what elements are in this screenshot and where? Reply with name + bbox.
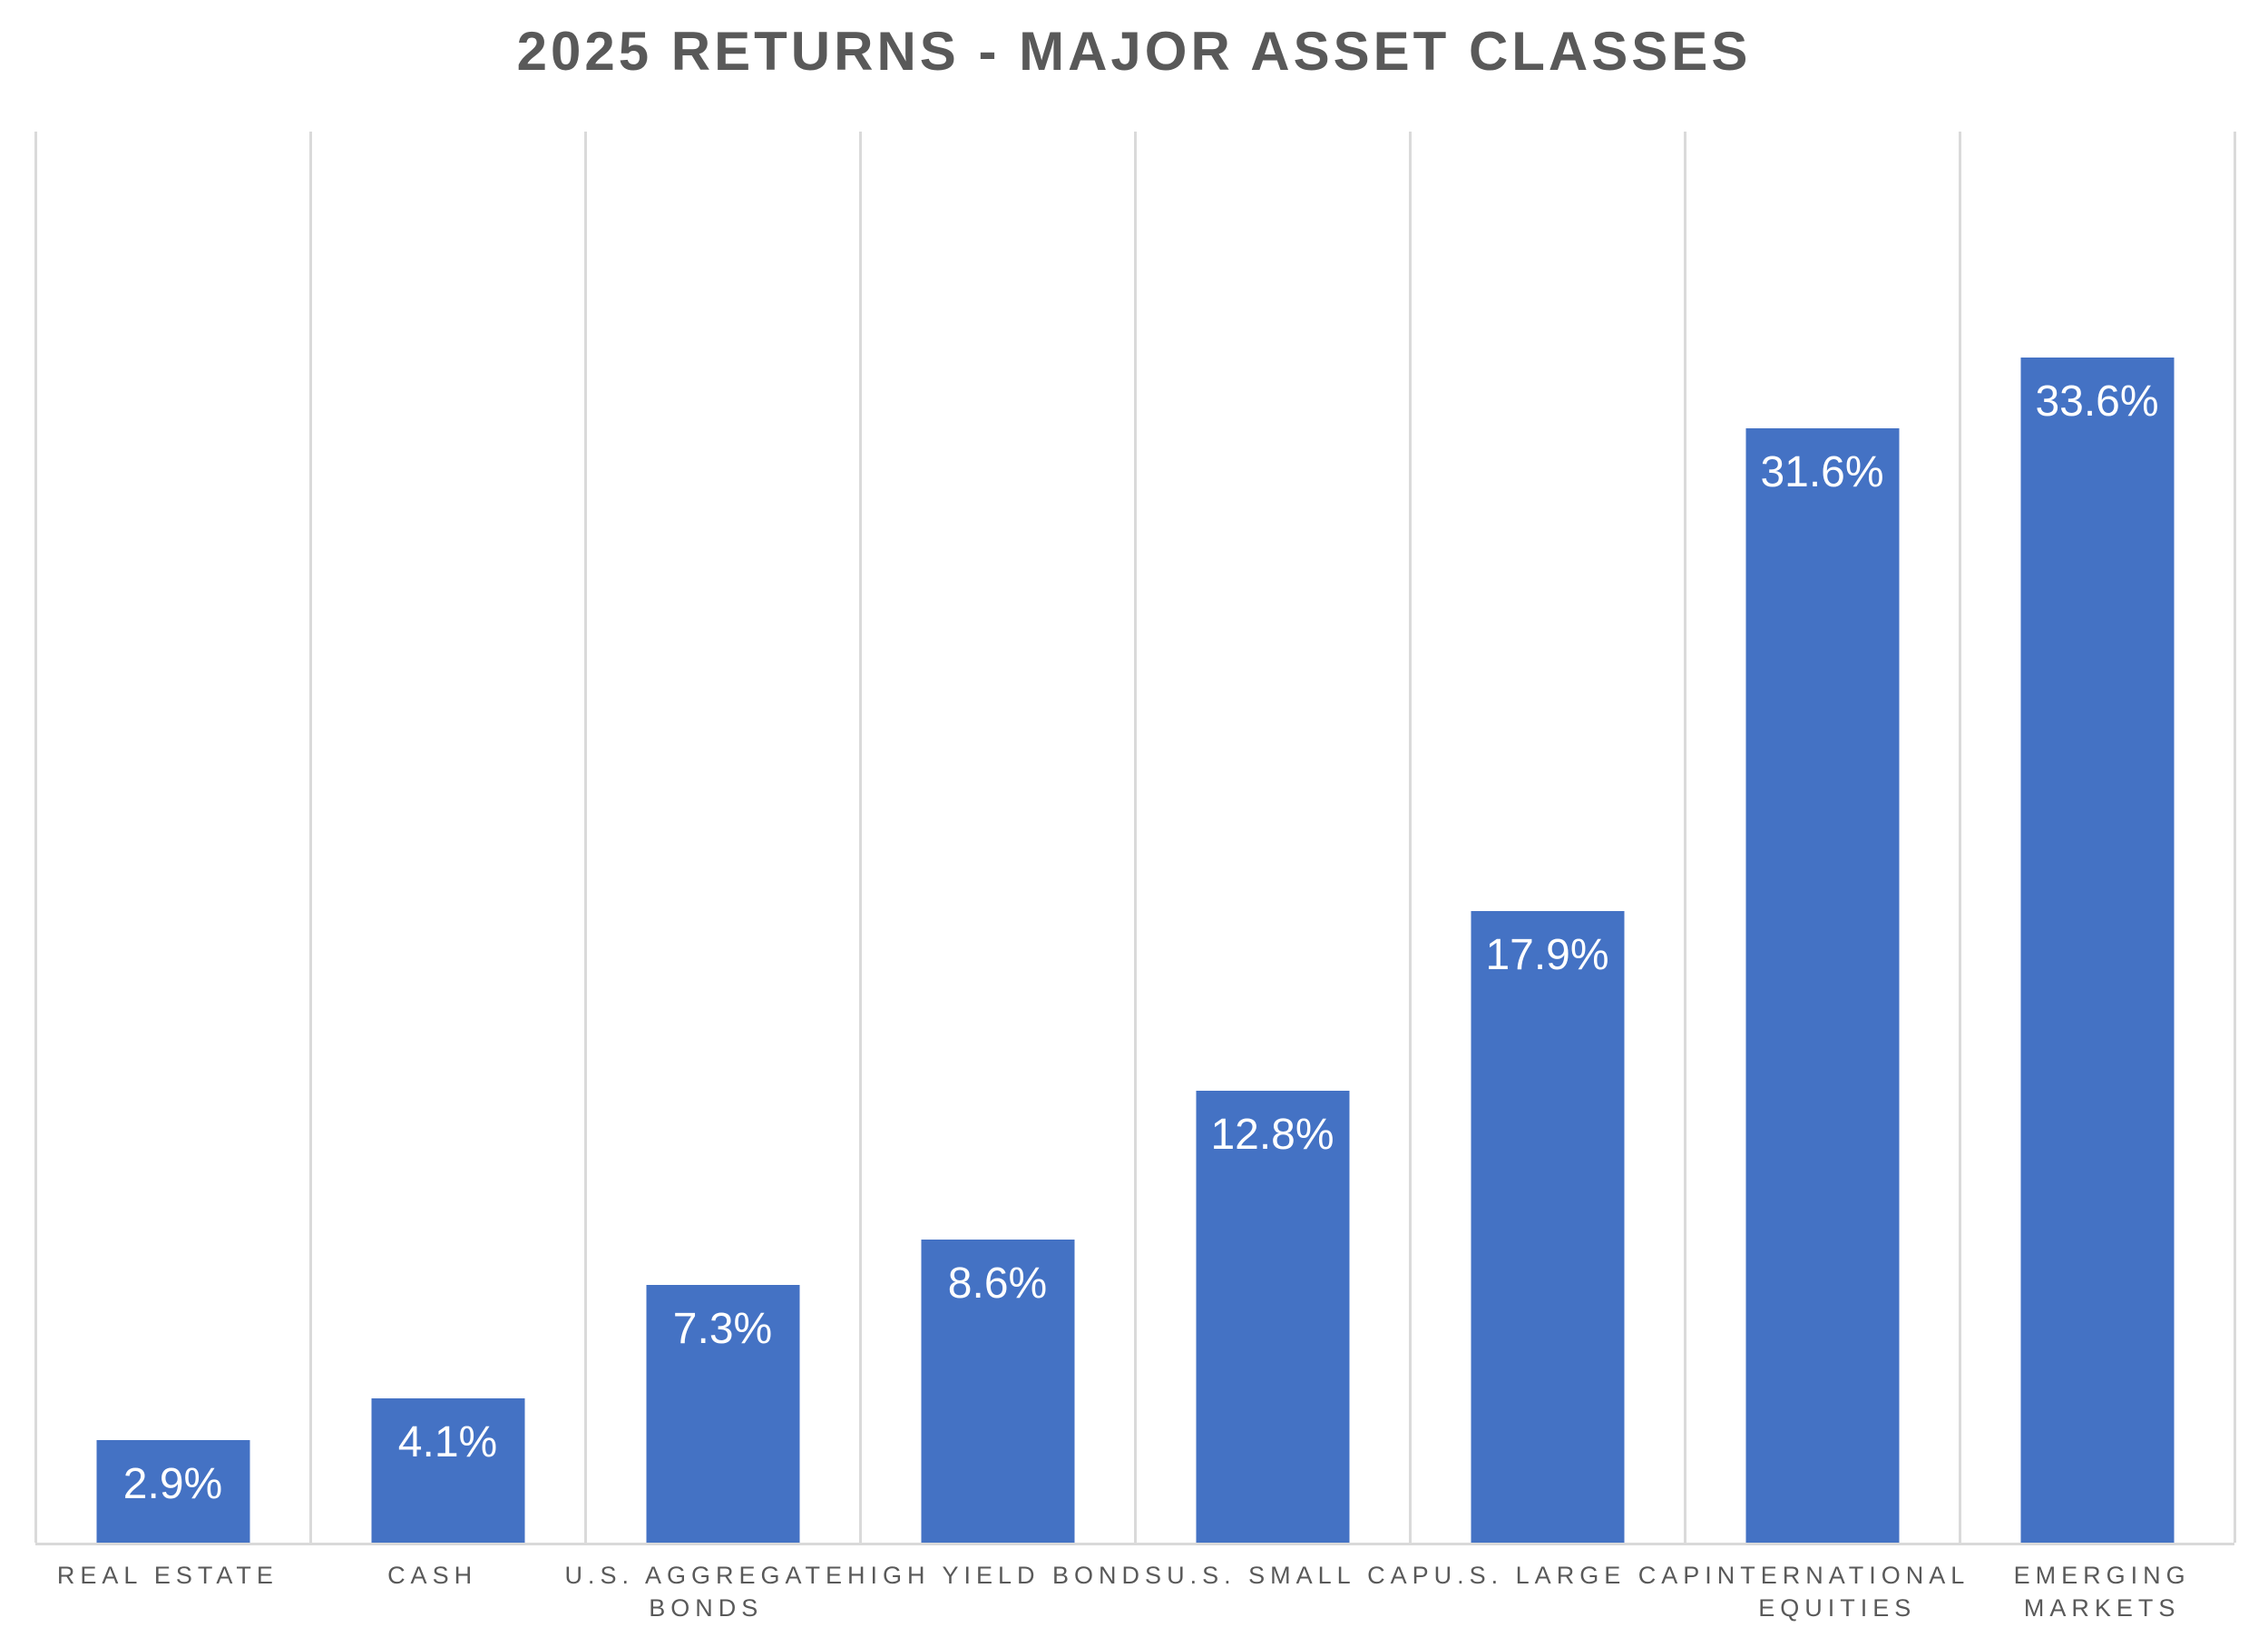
category-label-line: EQUITIES [1758,1594,1917,1622]
category-label-line: MARKETS [2023,1594,2181,1622]
chart-title: 2025 RETURNS - MAJOR ASSET CLASSES [516,21,1752,82]
bar-emerging-markets: 33.6% [2020,357,2174,1543]
category-axis: REAL ESTATE CASH U.S. AGGREGATE BONDS HIGH Y… [35,1559,2234,1624]
category-label-line: HIGH YIELD BONDS [847,1562,1168,1589]
category-boundary-gridline [1409,132,1412,1543]
data-label-high-yield-bonds: 8.6% [947,1259,1048,1308]
category-boundary-gridline [1684,132,1686,1543]
data-label-real-estate: 2.9% [122,1460,223,1509]
category-boundary-gridline [1134,132,1137,1543]
category-label-line: U.S. AGGREGATE [564,1562,847,1589]
bar-real-estate: 2.9% [96,1440,249,1543]
bar-high-yield-bonds: 8.6% [921,1239,1074,1543]
category-label-u-s-small-cap: U.S. SMALL CAP [1167,1559,1434,1624]
data-label-emerging-markets: 33.6% [2035,377,2159,426]
category-boundary-gridline [859,132,862,1543]
data-label-u-s-aggregate-bonds: 7.3% [672,1305,773,1354]
data-label-international-equities: 31.6% [1760,447,1884,496]
data-label-u-s-small-cap: 12.8% [1210,1111,1334,1160]
category-label-line: U.S. SMALL CAP [1167,1562,1434,1589]
category-boundary-gridline [34,132,37,1543]
data-label-cash: 4.1% [397,1417,498,1466]
category-label-line: U.S. LARGE CAP [1433,1562,1706,1589]
category-label-cash: CASH [300,1559,565,1624]
bar-international-equities: 31.6% [1745,427,1899,1543]
category-label-u-s-aggregate-bonds: U.S. AGGREGATE BONDS [564,1559,847,1624]
category-boundary-gridline [584,132,587,1543]
category-label-line: EMERGING [2013,1562,2191,1589]
category-label-u-s-large-cap: U.S. LARGE CAP [1434,1559,1706,1624]
category-label-line: REAL ESTATE [56,1562,279,1589]
bar-u-s-large-cap: 17.9% [1471,911,1624,1543]
category-boundary-gridline [309,132,312,1543]
category-label-real-estate: REAL ESTATE [35,1559,300,1624]
category-label-line: INTERNATIONAL [1705,1562,1970,1589]
plot-area: 2.9% 4.1% 7.3% 8.6% 12.8% 17.9% 31.6% 33.6% [34,132,2236,1545]
category-label-emerging-markets: EMERGING MARKETS [1970,1559,2234,1624]
category-label-international-equities: INTERNATIONAL EQUITIES [1705,1559,1970,1624]
category-boundary-gridline [2234,132,2236,1543]
category-label-high-yield-bonds: HIGH YIELD BONDS [847,1559,1167,1624]
category-label-line: BONDS [649,1594,764,1622]
category-boundary-gridline [1959,132,1961,1543]
bar-cash: 4.1% [371,1397,524,1543]
data-label-u-s-large-cap: 17.9% [1485,931,1609,980]
bar-u-s-small-cap: 12.8% [1196,1091,1349,1543]
category-label-line: CASH [387,1562,478,1589]
bar-u-s-aggregate-bonds: 7.3% [646,1285,799,1543]
